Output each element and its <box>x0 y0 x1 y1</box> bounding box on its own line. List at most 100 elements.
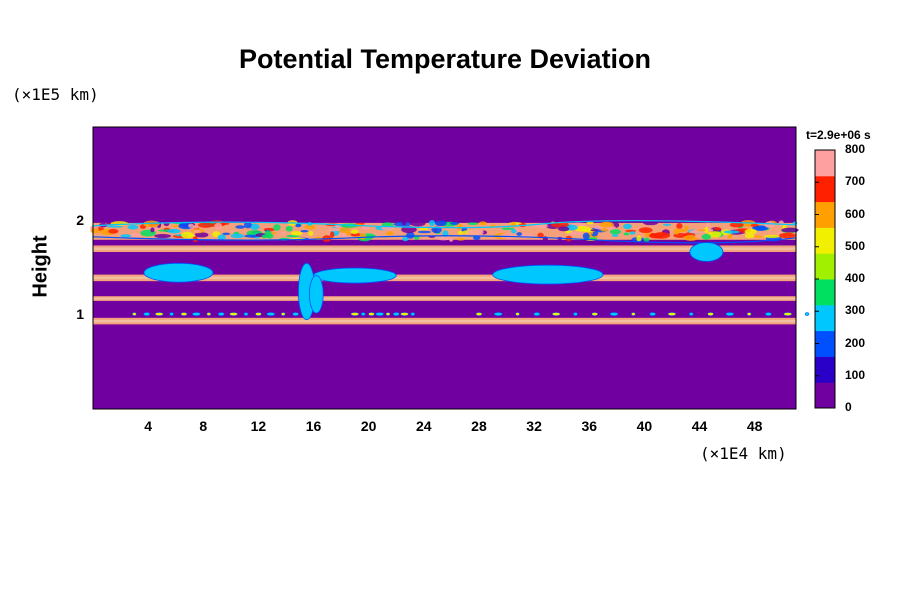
turbulence-cell <box>688 230 701 234</box>
turbulence-cell <box>653 231 671 239</box>
turbulence-cell <box>683 235 699 241</box>
blob <box>783 312 792 316</box>
turbulence-cell <box>130 233 141 238</box>
blob <box>410 312 416 316</box>
plot-frame <box>92 126 797 410</box>
x-tick-label: 16 <box>305 418 322 434</box>
turbulence-cell <box>510 229 517 234</box>
y-tick-label: 1 <box>76 306 84 322</box>
turbulence-cell <box>723 230 740 234</box>
blob <box>746 312 752 316</box>
turbulence-cell <box>696 229 707 232</box>
colorbar-segment <box>815 304 835 332</box>
turbulence-cell <box>106 225 124 228</box>
turbulence-cell <box>676 223 683 229</box>
turbulence-cell <box>677 228 688 233</box>
turbulence-cell <box>90 228 100 234</box>
blob <box>475 312 483 316</box>
turbulence-cell <box>456 223 463 230</box>
blob <box>180 312 188 316</box>
blob <box>154 312 164 316</box>
turbulence-cell <box>662 223 672 226</box>
blob <box>494 312 503 316</box>
blob <box>804 312 810 316</box>
colorbar-tick-label: 200 <box>845 335 866 350</box>
blob <box>375 312 384 316</box>
y-axis-label: Height <box>29 235 52 298</box>
band-1.70-core <box>93 247 796 251</box>
turbulence-cell <box>684 225 689 230</box>
turbulence-cell <box>623 232 630 236</box>
turbulence-cell <box>638 227 653 234</box>
blob <box>689 242 724 262</box>
turbulence-cell <box>261 234 268 239</box>
turbulence-cell <box>530 224 549 228</box>
blob <box>266 312 276 316</box>
turbulence-cell <box>418 227 429 231</box>
turbulence-cell <box>330 231 335 238</box>
blob <box>688 312 694 316</box>
turbulence-cell <box>708 228 714 232</box>
blob <box>707 312 714 316</box>
turbulence-cell <box>467 222 479 226</box>
turbulence-cell <box>629 231 636 235</box>
x-tick-label: 24 <box>416 418 432 434</box>
x-axis-unit: (×1E4 km) <box>700 444 787 463</box>
colorbar-tick-label: 500 <box>845 238 866 253</box>
turbulence-cell <box>744 228 757 235</box>
x-tick-label: 28 <box>471 418 487 434</box>
turbulence-cell <box>611 234 619 237</box>
turbulence-cell <box>409 219 426 227</box>
turbulence-cell <box>623 223 632 230</box>
colorbar-segment <box>815 330 835 357</box>
turbulence-cell <box>636 235 642 242</box>
turbulence-cell <box>401 226 417 234</box>
turbulence-cell <box>569 231 583 236</box>
time-label: t=2.9e+06 s <box>806 128 871 142</box>
turbulence-cell <box>753 235 763 238</box>
blob <box>280 312 286 316</box>
blob <box>350 312 360 316</box>
colorbar-tick-label: 0 <box>845 400 852 414</box>
blob <box>143 312 151 316</box>
turbulence-cell <box>586 221 594 225</box>
turbulence-cell <box>694 235 701 238</box>
turbulence-cell <box>214 222 223 230</box>
turbulence-cell <box>501 227 515 230</box>
blob <box>217 312 225 316</box>
turbulence-cell <box>750 223 759 227</box>
chart-title: Potential Temperature Deviation <box>238 44 652 74</box>
blob <box>143 262 214 283</box>
turbulence-cell <box>472 235 481 241</box>
colorbar-tick-label: 300 <box>845 303 866 318</box>
turbulence-cell <box>194 232 209 238</box>
colorbar-tick-label: 100 <box>845 367 866 382</box>
turbulence-cell <box>222 232 231 236</box>
colorbar-tick-label: 400 <box>845 271 866 285</box>
x-tick-label: 32 <box>526 418 542 434</box>
blob <box>229 312 238 316</box>
blob <box>192 312 201 316</box>
turbulence-cell <box>600 228 608 232</box>
blob <box>725 312 735 316</box>
blob <box>765 312 772 316</box>
colorbar-tick-label: 600 <box>845 206 866 221</box>
blob <box>609 312 619 316</box>
turbulence-cell <box>516 232 523 236</box>
turbulence-cell <box>643 221 659 226</box>
turbulence-cell <box>270 232 277 235</box>
x-tick-label: 4 <box>144 418 153 434</box>
band-1.40-core <box>93 276 796 280</box>
colorbar-tick-label: 800 <box>845 142 866 156</box>
turbulence-cell <box>108 228 119 234</box>
turbulence-cell <box>217 234 226 240</box>
colorbar-segment <box>815 356 835 383</box>
turbulence-cell <box>609 229 622 235</box>
turbulence-cell <box>744 233 755 239</box>
blob <box>551 312 561 316</box>
y-tick-label: 2 <box>76 212 84 228</box>
turbulence-cell <box>466 229 484 236</box>
turbulence-cell <box>328 227 341 232</box>
turbulence-cell <box>273 224 281 231</box>
turbulence-cell <box>763 234 781 238</box>
